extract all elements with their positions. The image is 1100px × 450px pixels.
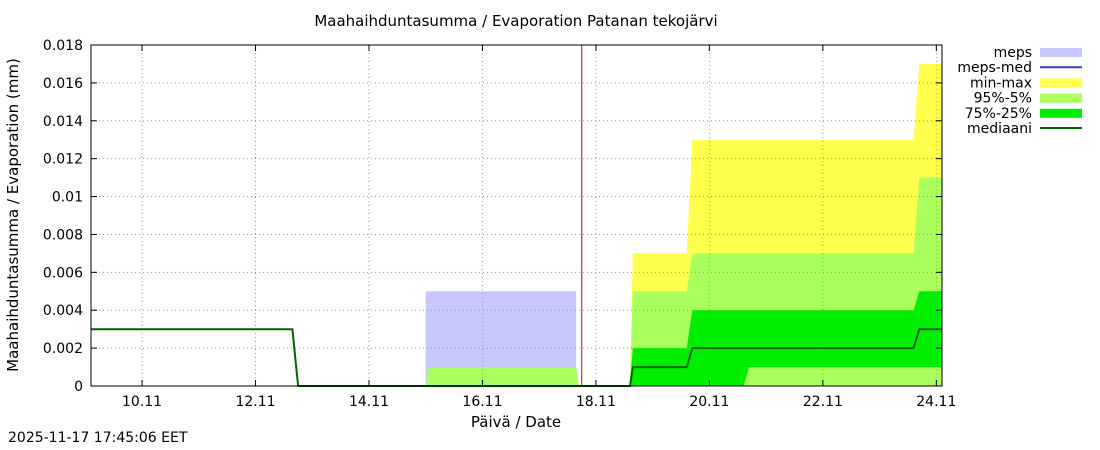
x-tick-label: 20.11 (689, 394, 729, 410)
legend-label: min-max (970, 75, 1032, 91)
y-tick-label: 0.012 (43, 152, 83, 168)
y-tick-label: 0.008 (43, 227, 83, 243)
y-tick-label: 0.016 (43, 76, 83, 92)
y-tick-label: 0.002 (43, 341, 83, 357)
y-tick-label: 0.018 (43, 38, 83, 54)
x-tick-label: 10.11 (122, 394, 162, 410)
legend-label: mediaani (967, 121, 1032, 137)
legend-swatch (1040, 48, 1082, 57)
y-tick-label: 0.014 (43, 114, 83, 130)
x-tick-label: 14.11 (349, 394, 389, 410)
x-tick-label: 24.11 (916, 394, 956, 410)
band-meps (425, 291, 577, 386)
legend-swatch (1040, 78, 1082, 88)
y-tick-label: 0.004 (43, 303, 83, 319)
y-tick-label: 0.01 (52, 190, 83, 206)
y-tick-label: 0.006 (43, 265, 83, 281)
series-line-mediaani (91, 328, 942, 387)
legend-label: 75%-25% (965, 106, 1032, 122)
legend-label: 95%-5% (974, 91, 1032, 107)
plot-area: 10.11 12.11 14.11 16.11 18.11 20.11 22.11 24.11… (43, 38, 956, 410)
legend-label: meps-med (957, 60, 1032, 76)
legend-swatch (1040, 108, 1082, 118)
y-tick-label: 0 (74, 379, 83, 395)
legend-label: meps (994, 45, 1032, 61)
plot-frame (90, 44, 943, 387)
legend-swatch (1040, 93, 1082, 103)
x-tick-label: 12.11 (235, 394, 275, 410)
chart-title: Maahaihduntasumma / Evaporation Patanan … (314, 12, 717, 30)
x-axis-label: Päivä / Date (471, 413, 561, 431)
y-axis-label: Maahaihduntasumma / Evaporation (mm) (4, 58, 22, 372)
timestamp: 2025-11-17 17:45:06 EET (8, 430, 188, 446)
x-tick-label: 18.11 (576, 394, 616, 410)
band-75-25- (630, 291, 942, 386)
x-tick-label: 22.11 (803, 394, 843, 410)
x-tick-label: 16.11 (462, 394, 502, 410)
